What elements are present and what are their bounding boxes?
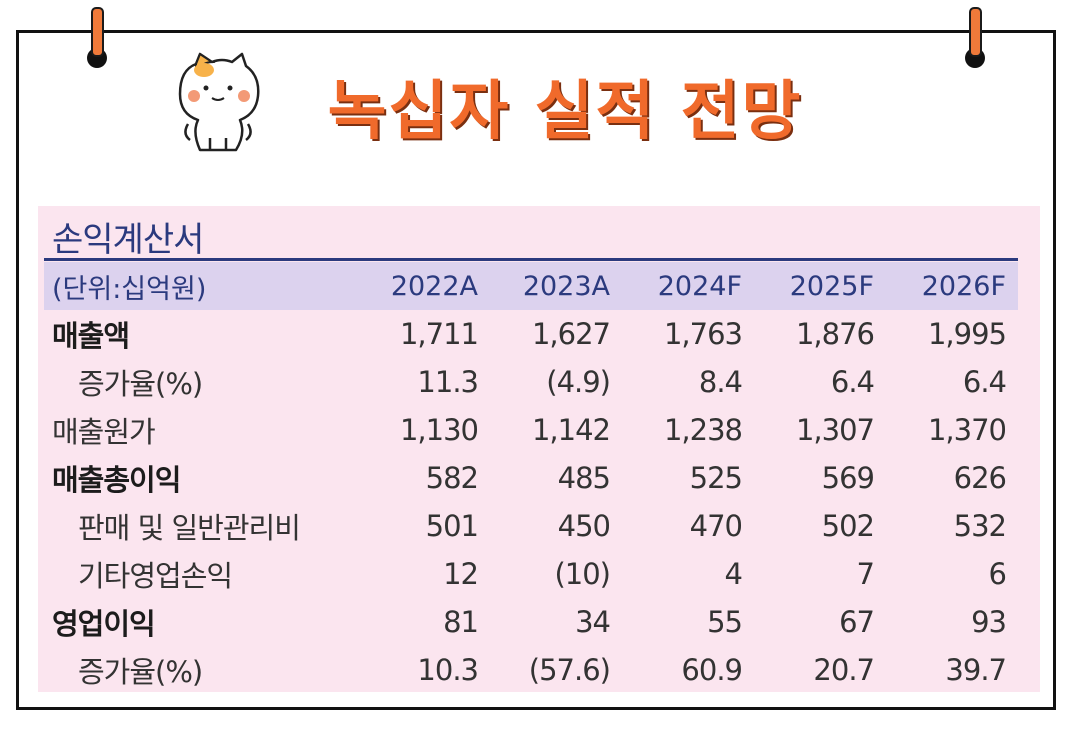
table-cell: 1,711 [399,317,479,351]
table-cell: 1,238 [663,413,743,447]
table-cell: (57.6) [528,653,611,687]
table-cell: 502 [821,509,875,543]
table-cell: 39.7 [945,653,1007,687]
header-rule [44,258,1018,261]
table-cell: 1,876 [795,317,875,351]
table-row: 판매 및 일반관리비 501 450 470 502 532 [44,502,1018,550]
row-label: 판매 및 일반관리비 [78,511,301,545]
year-header: 2026F [921,270,1006,302]
section-title: 손익계산서 [52,220,204,260]
table-cell: 569 [821,461,875,495]
table-row: 증가율(%) 10.3 (57.6) 60.9 20.7 39.7 [44,646,1018,694]
table-cell: 4 [724,557,743,591]
table-cell: 55 [707,605,743,639]
table-cell: 582 [425,461,479,495]
table-cell: 8.4 [698,365,743,399]
unit-label: (단위:십억원) [52,273,207,305]
binder-peg-left-icon [91,7,104,57]
table-cell: 1,627 [531,317,611,351]
table-cell: 11.3 [417,365,479,399]
table-cell: 626 [953,461,1007,495]
table-cell: 470 [689,509,743,543]
year-header: 2022A [390,270,478,302]
table-cell: 67 [839,605,875,639]
table-cell: 450 [557,509,611,543]
table-cell: 7 [856,557,875,591]
year-header: 2025F [789,270,874,302]
table-row: 영업이익 81 34 55 67 93 [44,598,1018,646]
row-label: 영업이익 [52,607,156,641]
table-cell: 34 [575,605,611,639]
table-cell: 6.4 [962,365,1007,399]
table-row: 증가율(%) 11.3 (4.9) 8.4 6.4 6.4 [44,358,1018,406]
table-cell: 10.3 [417,653,479,687]
row-label: 증가율(%) [78,367,203,401]
table-cell: (10) [554,557,611,591]
table-cell: 525 [689,461,743,495]
table-cell: 6 [988,557,1007,591]
table-row: 매출원가 1,130 1,142 1,238 1,307 1,370 [44,406,1018,454]
binder-peg-right-icon [969,7,982,57]
row-label: 기타영업손익 [78,559,233,593]
table-cell: 60.9 [681,653,743,687]
table-cell: 1,370 [927,413,1007,447]
income-statement-table: (단위:십억원) 2022A 2023A 2024F 2025F 2026F 매… [44,262,1018,694]
table-cell: 1,307 [795,413,875,447]
header-band [44,262,1018,310]
row-label: 매출액 [52,319,130,353]
table-cell: 81 [443,605,479,639]
table-cell: 1,130 [399,413,479,447]
year-header: 2023A [522,270,610,302]
row-label: 매출원가 [52,415,156,449]
table-cell: 6.4 [830,365,875,399]
table-row: 매출총이익 582 485 525 569 626 [44,454,1018,502]
table-row: 매출액 1,711 1,627 1,763 1,876 1,995 [44,310,1018,358]
cat-mascot-icon [178,52,260,152]
table-cell: 532 [953,509,1007,543]
table-cell: 93 [971,605,1007,639]
table-cell: 12 [443,557,479,591]
table-cell: 20.7 [813,653,875,687]
table-cell: 1,763 [663,317,743,351]
table-cell: 501 [425,509,479,543]
table-row: 기타영업손익 12 (10) 4 7 6 [44,550,1018,598]
row-label: 매출총이익 [52,463,181,497]
table-cell: (4.9) [546,365,611,399]
table-cell: 1,995 [927,317,1007,351]
row-label: 증가율(%) [78,655,203,689]
page-title: 녹십자 실적 전망 [327,75,803,149]
table-cell: 1,142 [531,413,611,447]
header-row: (단위:십억원) 2022A 2023A 2024F 2025F 2026F [44,262,1018,310]
table-cell: 485 [557,461,611,495]
year-header: 2024F [657,270,742,302]
